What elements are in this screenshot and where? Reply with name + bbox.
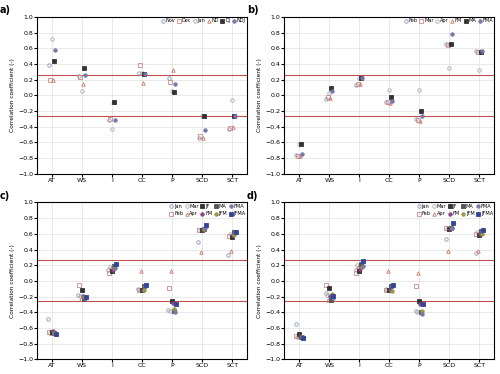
Text: c): c) [0,191,10,201]
Legend: Nov, Dec, Jan, ND, DJ, NDJ: Nov, Dec, Jan, ND, DJ, NDJ [160,17,246,24]
Y-axis label: Correlation coefficient (-): Correlation coefficient (-) [10,244,15,318]
Legend: Jan, Feb, Mar, Apr, JF, FM, MA, JFM, FMA, JFMA: Jan, Feb, Mar, Apr, JF, FM, MA, JFM, FMA… [416,203,494,217]
Text: a): a) [0,5,10,15]
Y-axis label: Correlation coefficient (-): Correlation coefficient (-) [10,58,15,132]
Text: d): d) [246,191,258,201]
Text: b): b) [246,5,258,15]
Legend: Jan, Feb, Mar, Apr, JF, FM, MA, JFM, FMA, JFMA: Jan, Feb, Mar, Apr, JF, FM, MA, JFM, FMA… [168,203,246,217]
Legend: Feb, Mar, Apr, FM, MA, FMA: Feb, Mar, Apr, FM, MA, FMA [403,17,494,24]
Y-axis label: Correlation coefficient (-): Correlation coefficient (-) [258,244,262,318]
Y-axis label: Correlation coefficient (-): Correlation coefficient (-) [258,58,262,132]
